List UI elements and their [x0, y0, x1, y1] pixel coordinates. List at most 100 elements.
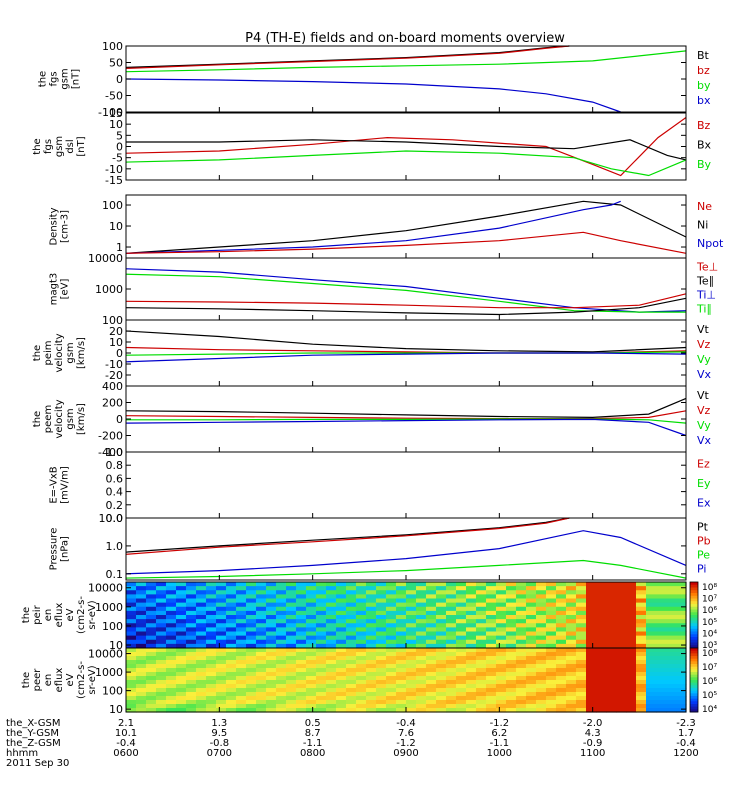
spectrogram-cell: [156, 623, 167, 628]
spectrogram-cell: [566, 684, 577, 689]
legend-entry: Ni: [697, 219, 708, 232]
spectrogram-cell: [666, 586, 677, 591]
spectrogram-cell: [166, 696, 177, 701]
legend-entry: Pi: [697, 563, 706, 576]
spectrogram-cell: [516, 602, 527, 608]
spectrogram-cell: [216, 700, 227, 705]
spectrogram-cell: [316, 700, 327, 705]
spectrogram-cell: [616, 627, 627, 633]
spectrogram-cell: [386, 623, 397, 628]
spectrogram-cell: [466, 606, 477, 612]
spectrogram-cell: [126, 635, 137, 641]
x-axis-value: 4.3: [585, 728, 601, 739]
spectrogram-cell: [456, 619, 467, 624]
spectrogram-cell: [186, 672, 197, 677]
spectrogram-cell: [256, 696, 267, 701]
spectrogram-cell: [676, 610, 687, 616]
spectrogram-cell: [276, 696, 287, 701]
colorbar-tick-label: 10⁶: [702, 677, 717, 687]
spectrogram-cell: [586, 688, 597, 693]
spectrogram-cell: [266, 619, 277, 624]
spectrogram-cell: [236, 708, 247, 713]
spectrogram-cell: [406, 708, 417, 713]
spectrogram-cell: [386, 610, 397, 616]
spectrogram-cell: [596, 582, 607, 587]
spectrogram-cell: [326, 594, 337, 600]
spectrogram-cell: [286, 610, 297, 616]
spectrogram-cell: [146, 594, 157, 600]
spectrogram-cell: [596, 602, 607, 608]
spectrogram-cell: [406, 627, 417, 633]
spectrogram-cell: [546, 615, 557, 620]
spectrogram-cell: [236, 696, 247, 701]
colorbar-step: [690, 674, 698, 678]
spectrogram-cell: [326, 643, 337, 649]
spectrogram-cell: [586, 660, 597, 665]
spectrogram-cell: [296, 708, 307, 713]
spectrogram-cell: [306, 602, 317, 608]
spectrogram-cell: [536, 700, 547, 705]
spectrogram-cell: [606, 652, 617, 657]
legend-entry: Ez: [697, 458, 710, 471]
spectrogram-cell: [126, 696, 137, 701]
y-axis-label-line: Pressure: [49, 528, 60, 571]
spectrogram-cell: [506, 692, 517, 697]
spectrogram-cell: [366, 639, 377, 645]
spectrogram-cell: [576, 610, 587, 616]
spectrogram-cell: [436, 664, 447, 669]
spectrogram-cell: [586, 610, 597, 616]
spectrogram-cell: [346, 610, 357, 616]
spectrogram-cell: [236, 598, 247, 604]
spectrogram-cell: [306, 664, 317, 669]
spectrogram-cell: [576, 692, 587, 697]
spectrogram-cell: [346, 656, 357, 661]
spectrogram-cell: [226, 590, 237, 595]
spectrogram-cell: [666, 648, 677, 653]
spectrogram-cell: [486, 688, 497, 693]
colorbar-step: [690, 639, 698, 643]
spectrogram-cell: [566, 700, 577, 705]
spectrogram-cell: [146, 631, 157, 637]
spectrogram-cell: [376, 615, 387, 620]
spectrogram-cell: [336, 610, 347, 616]
legend-entry: bz: [697, 64, 710, 77]
spectrogram-cell: [336, 708, 347, 713]
spectrogram-cell: [276, 652, 287, 657]
colorbar-step: [690, 582, 698, 586]
spectrogram-cell: [276, 692, 287, 697]
legend-entry: Pt: [697, 520, 709, 533]
spectrogram-cell: [356, 582, 367, 587]
colorbar-step: [690, 685, 698, 689]
spectrogram-cell: [296, 643, 307, 649]
y-axis-label-line: eV: [65, 608, 76, 621]
spectrogram-cell: [426, 594, 437, 600]
spectrogram-cell: [256, 635, 267, 641]
spectrogram-cell: [256, 639, 267, 645]
spectrogram-cell: [656, 623, 667, 628]
spectrogram-cell: [246, 610, 257, 616]
spectrogram-cell: [376, 648, 387, 653]
spectrogram-cell: [136, 660, 147, 665]
y-axis-label: the peer en eflux eV (cm2-s-sr-eV): [21, 661, 98, 699]
spectrogram-cell: [406, 684, 417, 689]
spectrogram-cell: [676, 708, 687, 713]
spectrogram-cell: [336, 672, 347, 677]
spectrogram-cell: [446, 582, 457, 587]
spectrogram-cell: [446, 676, 457, 681]
spectrogram-cell: [546, 610, 557, 616]
spectrogram-cell: [126, 606, 137, 612]
spectrogram-cell: [146, 619, 157, 624]
spectrogram-cell: [276, 700, 287, 705]
spectrogram-cell: [216, 615, 227, 620]
panel-frame: [125, 112, 687, 181]
spectrogram-cell: [446, 631, 457, 637]
spectrogram-cell: [366, 664, 377, 669]
spectrogram-cell: [626, 660, 637, 665]
spectrogram-cell: [436, 668, 447, 673]
spectrogram-cell: [526, 615, 537, 620]
spectrogram-cell: [286, 615, 297, 620]
spectrogram-cell: [466, 700, 477, 705]
y-axis-label-line: eflux: [54, 603, 65, 628]
spectrogram-cell: [316, 676, 327, 681]
